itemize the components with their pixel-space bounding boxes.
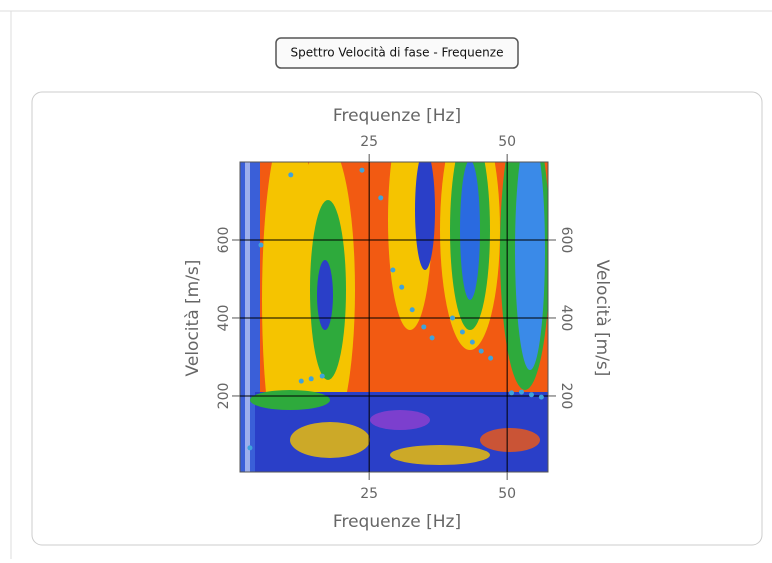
pick-point: [529, 392, 534, 397]
pick-point: [430, 335, 435, 340]
pick-point: [309, 376, 314, 381]
pick-point: [519, 390, 524, 395]
x-axis-label-bottom: Frequenze [Hz]: [333, 512, 461, 532]
x-tick-label: 25: [360, 486, 378, 502]
pick-point: [320, 374, 325, 379]
pick-point: [247, 445, 252, 450]
pick-point: [258, 243, 263, 248]
y-tick-label: 200: [558, 383, 574, 410]
pick-point: [509, 390, 514, 395]
pick-point: [479, 349, 484, 354]
pick-point: [460, 330, 465, 335]
pick-point: [421, 324, 426, 329]
y-tick-label: 200: [216, 383, 232, 410]
pick-point: [470, 340, 475, 345]
y-axis-label-left: Velocità [m/s]: [183, 260, 203, 377]
x-tick-label: 50: [498, 134, 516, 150]
pick-point: [539, 395, 544, 400]
pick-point: [299, 379, 304, 384]
pick-point: [399, 285, 404, 290]
x-tick-label: 25: [360, 134, 378, 150]
spectrum: [240, 110, 550, 480]
title-button-label: Spettro Velocità di fase - Frequenze: [291, 46, 504, 60]
y-tick-label: 600: [216, 227, 232, 254]
pick-point: [288, 172, 293, 177]
y-axis-label-right: Velocità [m/s]: [592, 260, 612, 377]
y-tick-label: 600: [558, 227, 574, 254]
pick-point: [410, 307, 415, 312]
pick-point: [450, 315, 455, 320]
pick-point: [359, 168, 364, 173]
y-tick-label: 400: [216, 305, 232, 332]
pick-point: [378, 195, 383, 200]
pick-point: [488, 356, 493, 361]
screen: Spettro Velocità di fase - Frequenze Fre…: [0, 0, 772, 559]
pick-point: [390, 268, 395, 273]
y-tick-label: 400: [558, 305, 574, 332]
x-tick-label: 50: [498, 486, 516, 502]
x-axis-label-top: Frequenze [Hz]: [333, 106, 461, 126]
